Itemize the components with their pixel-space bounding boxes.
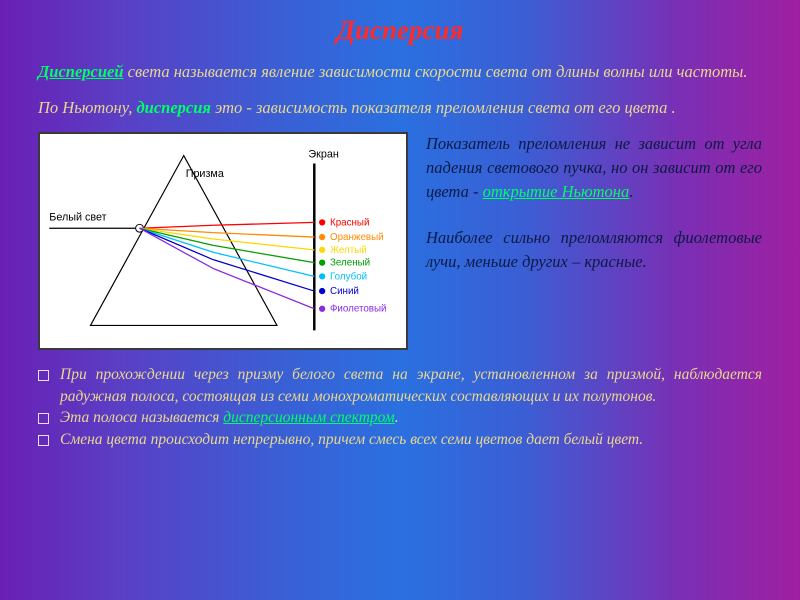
term-dispersion-1: Дисперсией xyxy=(38,62,124,81)
svg-text:Фиолетовый: Фиолетовый xyxy=(330,304,387,315)
term-dispersion-2: дисперсия xyxy=(136,98,210,117)
side-para-1: Показатель преломления не зависит от угл… xyxy=(426,132,762,204)
definition-1: Дисперсией света называется явление зави… xyxy=(38,60,762,84)
svg-text:Экран: Экран xyxy=(308,148,338,160)
prism-diagram: Красный Оранжевый ЖелтыйЗеленый Голубой Сини… xyxy=(38,132,408,350)
side-para-2: Наиболее сильно преломляются фиолетовые … xyxy=(426,226,762,274)
svg-text:Зеленый: Зеленый xyxy=(330,257,370,268)
svg-text:Желтый: Желтый xyxy=(330,245,367,256)
link-newton-discovery: открытие Ньютона xyxy=(483,182,630,201)
bullet-1: При прохождении через призму белого свет… xyxy=(38,364,762,407)
svg-text:Оранжевый: Оранжевый xyxy=(330,232,384,243)
bullet-list: При прохождении через призму белого свет… xyxy=(38,364,762,451)
link-dispersion-spectrum: дисперсионным спектром xyxy=(223,409,394,426)
bullet-2: Эта полоса называется дисперсионным спек… xyxy=(38,407,762,429)
side-text: Показатель преломления не зависит от угл… xyxy=(426,132,762,350)
definition-2: По Ньютону, дисперсия это - зависимость … xyxy=(38,96,762,120)
svg-text:Красный: Красный xyxy=(330,217,369,228)
page-title: Дисперсия xyxy=(38,15,762,46)
bullet-3: Смена цвета происходит непрерывно, приче… xyxy=(38,429,762,451)
svg-text:Синий: Синий xyxy=(330,286,359,297)
diagram-row: Красный Оранжевый ЖелтыйЗеленый Голубой Сини… xyxy=(38,132,762,350)
svg-text:Призма: Призма xyxy=(186,168,224,180)
svg-text:Голубой: Голубой xyxy=(330,271,367,282)
svg-text:Белый свет: Белый свет xyxy=(49,211,106,223)
